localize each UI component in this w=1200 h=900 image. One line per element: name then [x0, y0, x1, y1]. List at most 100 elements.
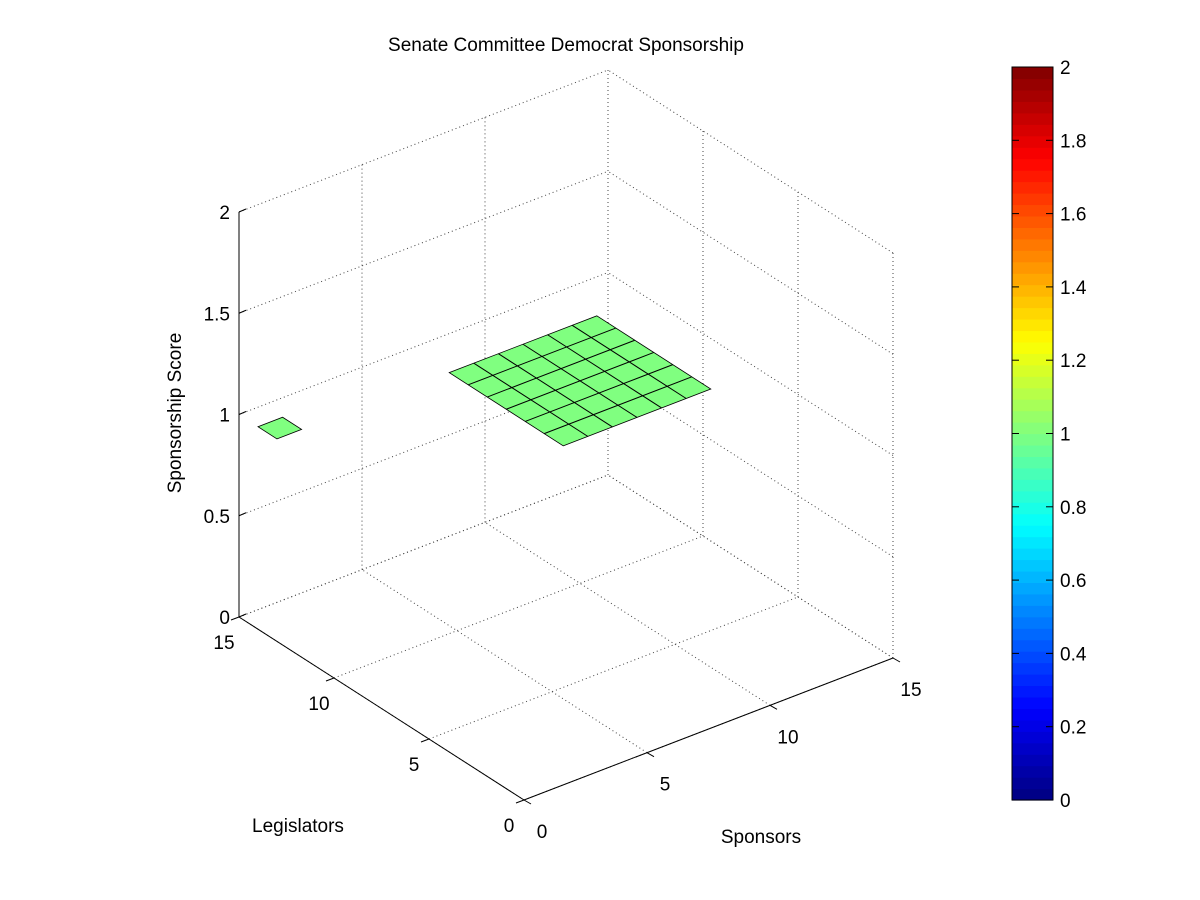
- colorbar-swatch: [1012, 525, 1053, 538]
- colorbar-swatch: [1012, 376, 1053, 389]
- colorbar-tick-label: 2: [1060, 58, 1071, 79]
- colorbar-swatch: [1012, 135, 1053, 148]
- colorbar-swatch: [1012, 387, 1053, 400]
- colorbar-swatch: [1012, 502, 1053, 515]
- colorbar-swatch: [1012, 422, 1053, 435]
- back-wall-grid-line: [238, 474, 609, 618]
- colorbar-swatch: [1012, 708, 1053, 721]
- y-tick-label: 0: [504, 816, 515, 837]
- colorbar-swatch: [1012, 605, 1053, 618]
- colorbar-swatch: [1012, 696, 1053, 709]
- y-tick-label: 15: [213, 633, 234, 654]
- colorbar-swatch: [1012, 78, 1053, 91]
- colorbar-swatch: [1012, 490, 1053, 503]
- colorbar-swatch: [1012, 215, 1053, 228]
- colorbar-swatch: [1012, 479, 1053, 492]
- colorbar-swatch: [1012, 124, 1053, 137]
- colorbar-swatch: [1012, 341, 1053, 354]
- colorbar: 0 0.2 0.4 0.6 0.8 1 1.2 1.4 1.6 1.8 2: [1011, 58, 1087, 812]
- colorbar-tick-label: 0.2: [1060, 718, 1086, 739]
- x-tick-mark: [769, 704, 778, 710]
- x-tick-mark: [523, 799, 532, 805]
- colorbar-swatch: [1012, 456, 1053, 469]
- z-axis-label: Sponsorship Score: [165, 333, 186, 494]
- colorbar-swatch: [1012, 112, 1053, 125]
- colorbar-tick-label: 1: [1060, 425, 1071, 446]
- z-tick-label: 0: [219, 608, 230, 629]
- colorbar-swatch: [1012, 204, 1053, 217]
- surface-mesh-line: [544, 376, 692, 435]
- colorbar-swatch: [1012, 364, 1053, 377]
- colorbar-swatch: [1012, 318, 1053, 332]
- x-axis-label: Sponsors: [721, 827, 801, 848]
- surface-mesh-line: [468, 327, 616, 386]
- back-wall-grid-line: [238, 170, 609, 314]
- surface-mesh-line: [506, 351, 654, 410]
- x-tick-mark: [646, 752, 655, 758]
- colorbar-swatch: [1012, 777, 1053, 790]
- colorbar-swatch: [1012, 158, 1053, 171]
- z-tick-label: 1.5: [204, 304, 230, 325]
- x-tick-label: 15: [900, 680, 921, 701]
- tick-labels: 0 5 10 15 0 5 10 15 0 0.5 1 1.5 2: [204, 203, 922, 843]
- colorbar-swatch: [1012, 765, 1053, 778]
- floor-grid-line: [333, 535, 704, 679]
- surface-mesh-line: [487, 339, 635, 398]
- colorbar-swatch: [1012, 582, 1053, 595]
- colorbar-swatch: [1012, 89, 1053, 102]
- colorbar-swatch: [1012, 67, 1053, 80]
- x-tick-mark: [892, 657, 901, 663]
- floor-grid-line: [484, 521, 771, 706]
- colorbar-swatch: [1012, 170, 1053, 183]
- y-tick-label: 10: [308, 694, 329, 715]
- z-tick-mark: [238, 208, 247, 213]
- colorbar-swatch: [1012, 273, 1053, 286]
- z-tick-mark: [238, 512, 247, 517]
- colorbar-swatch: [1012, 192, 1053, 206]
- y-tick-mark: [420, 738, 430, 743]
- colorbar-swatch: [1012, 353, 1053, 366]
- colorbar-swatch: [1012, 570, 1053, 583]
- colorbar-swatch: [1012, 181, 1053, 194]
- colorbar-swatch: [1012, 399, 1053, 412]
- chart-title: Senate Committee Democrat Sponsorship: [388, 35, 744, 56]
- z-tick-label: 0.5: [204, 507, 230, 528]
- colorbar-swatch: [1012, 628, 1053, 641]
- colorbar-swatch: [1012, 559, 1053, 572]
- colorbar-tick-label: 0.8: [1060, 498, 1086, 519]
- colorbar-tick-label: 1.8: [1060, 131, 1086, 152]
- side-wall-grid-line: [607, 170, 894, 355]
- colorbar-swatch: [1012, 788, 1053, 801]
- colorbar-swatch: [1012, 467, 1053, 480]
- y-axis-line: [238, 616, 525, 801]
- colorbar-swatch: [1012, 593, 1053, 606]
- x-tick-label: 5: [660, 775, 671, 796]
- z-tick-label: 2: [219, 203, 230, 224]
- surface-face: [257, 416, 303, 440]
- z-tick-mark: [238, 309, 247, 314]
- back-wall-grid-line: [238, 69, 609, 213]
- floor-grid-line: [607, 474, 894, 659]
- side-wall-grid-line: [607, 69, 894, 254]
- colorbar-swatch: [1012, 101, 1053, 114]
- side-wall-grid-line: [607, 272, 894, 456]
- colorbar-swatch: [1012, 651, 1053, 664]
- y-tick-mark: [230, 616, 240, 621]
- colorbar-swatch: [1012, 513, 1053, 526]
- z-tick-mark: [238, 613, 247, 618]
- y-axis-label: Legislators: [252, 816, 344, 837]
- colorbar-swatch: [1012, 674, 1053, 687]
- colorbar-tick-label: 0: [1060, 791, 1071, 812]
- axes: [230, 208, 901, 805]
- surfaces: [257, 315, 712, 447]
- colorbar-tick-label: 0.4: [1060, 644, 1087, 665]
- colorbar-swatch: [1012, 536, 1053, 549]
- colorbar-tick-label: 0.6: [1060, 571, 1086, 592]
- colorbar-tick-label: 1.6: [1060, 205, 1086, 226]
- colorbar-swatch: [1012, 754, 1053, 767]
- colorbar-swatch: [1012, 731, 1053, 744]
- colorbar-swatch: [1012, 742, 1053, 755]
- colorbar-swatch: [1012, 284, 1053, 297]
- colorbar-tick-label: 1.4: [1060, 278, 1087, 299]
- floor-grid-line: [428, 596, 799, 740]
